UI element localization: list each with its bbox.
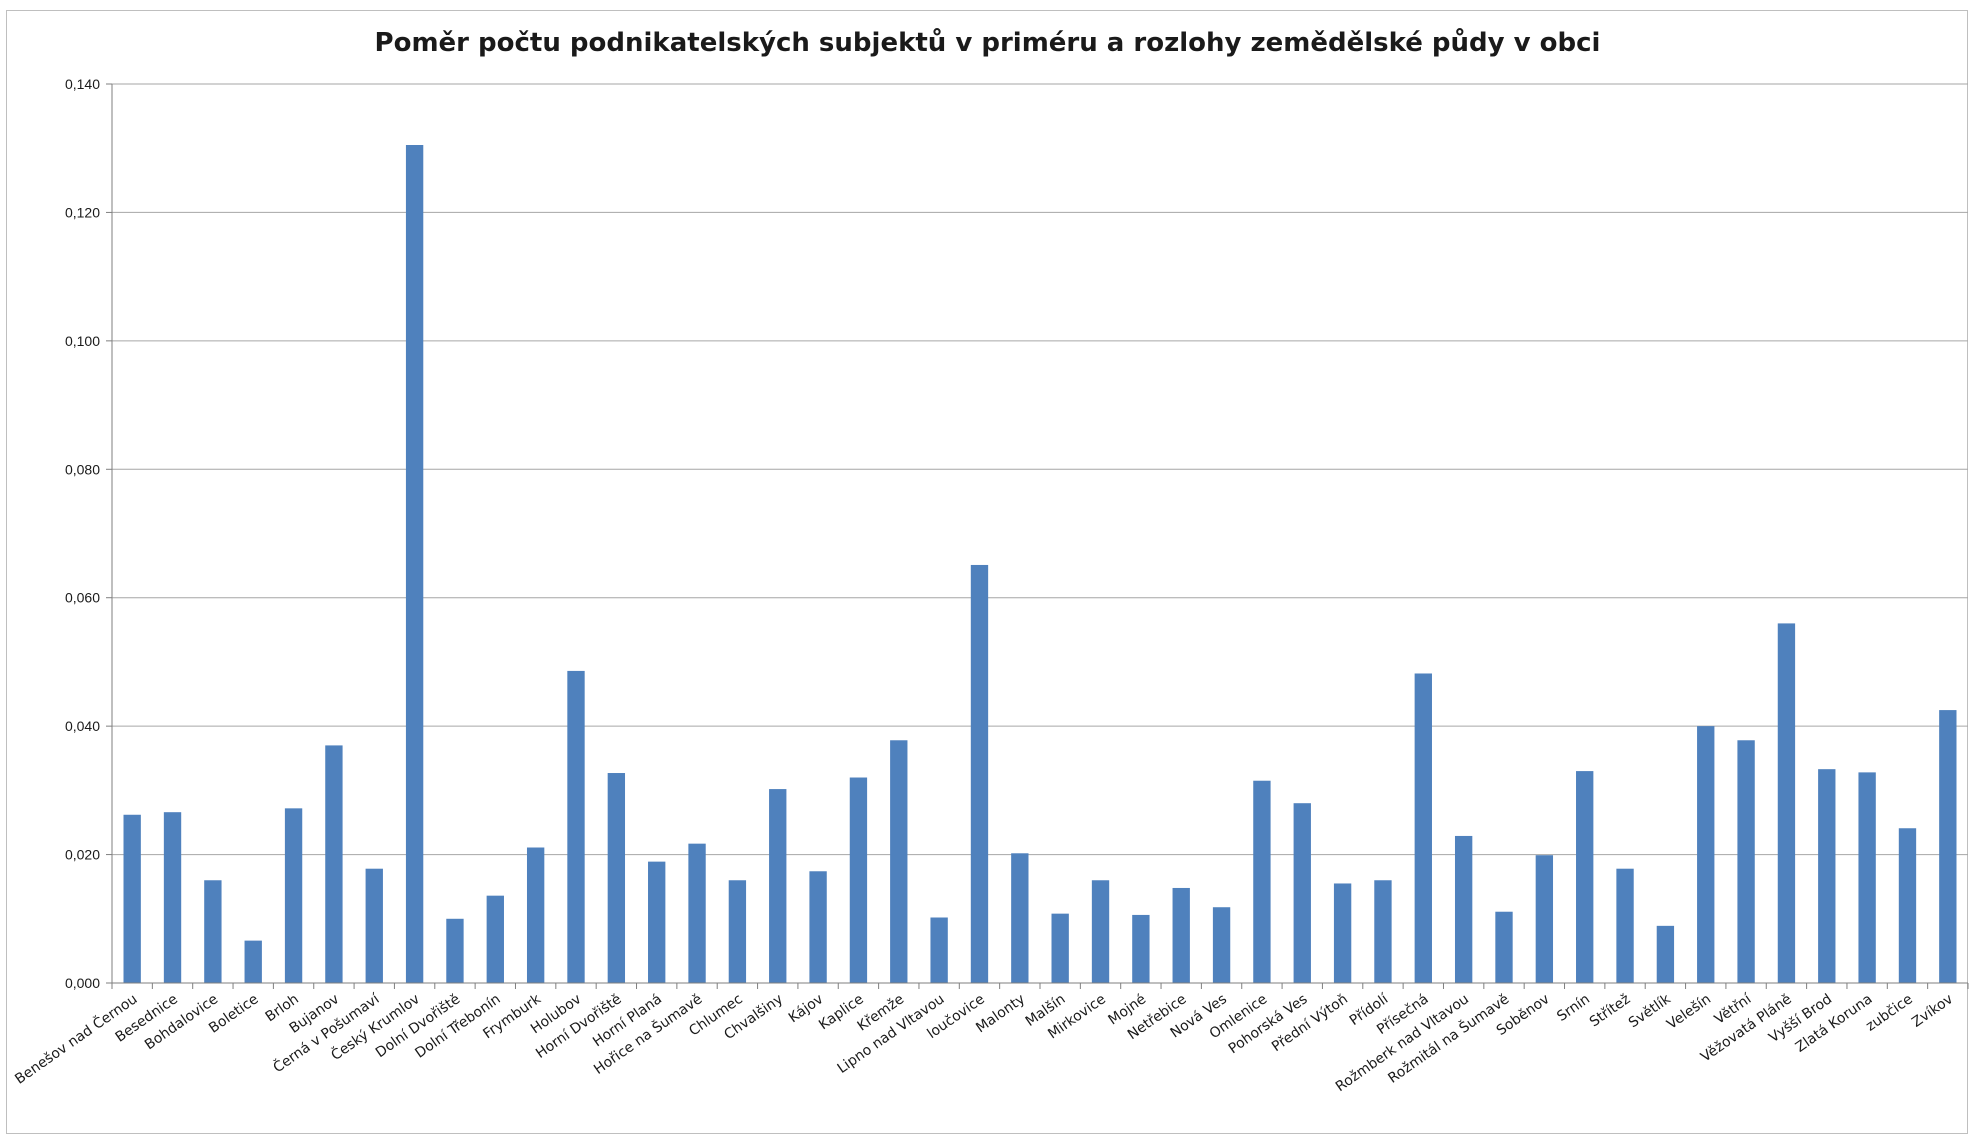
bar <box>1374 880 1392 983</box>
bar <box>1414 673 1432 983</box>
bar <box>284 808 303 983</box>
bar <box>1898 828 1917 983</box>
bar <box>1051 913 1069 983</box>
bar <box>446 918 464 983</box>
bar <box>1495 911 1513 983</box>
y-tick-label: 0,020 <box>65 847 100 863</box>
bar <box>1132 914 1150 983</box>
bar <box>688 843 706 983</box>
bar <box>1091 880 1110 983</box>
bar <box>1818 769 1836 983</box>
bar <box>163 812 182 983</box>
bar <box>1011 853 1029 983</box>
bar <box>567 670 585 983</box>
y-tick-label: 0,120 <box>65 204 100 220</box>
bar <box>809 871 827 983</box>
bar <box>526 847 545 983</box>
bar <box>1777 623 1796 983</box>
x-axis: Benešov nad ČernouBesedniceBohdaloviceBo… <box>11 982 1969 1095</box>
bar <box>648 861 666 983</box>
y-tick-label: 0,000 <box>65 975 100 991</box>
bar <box>405 145 424 984</box>
bar <box>1172 887 1190 983</box>
bar <box>1253 780 1271 983</box>
bar <box>1454 835 1473 983</box>
bar <box>728 880 747 983</box>
bar <box>365 868 383 983</box>
x-tick-label: Střítež <box>1587 991 1633 1030</box>
bar <box>769 789 787 983</box>
bars <box>123 145 1957 984</box>
bar <box>1212 907 1231 983</box>
bar <box>244 940 262 983</box>
y-tick-label: 0,140 <box>65 76 100 92</box>
bar <box>486 895 504 983</box>
bar <box>1697 726 1715 983</box>
x-tick-label: Zvíkov <box>1909 991 1956 1031</box>
bar <box>1656 925 1675 983</box>
bar <box>1616 868 1634 983</box>
bar <box>607 773 626 983</box>
bar <box>1535 855 1554 983</box>
x-tick-label: Velešín <box>1664 991 1714 1033</box>
bar <box>325 745 343 983</box>
bar <box>970 564 989 983</box>
y-tick-label: 0,100 <box>65 333 100 349</box>
bar <box>849 777 868 983</box>
bar <box>123 814 141 983</box>
x-tick-label: Srnín <box>1554 991 1593 1025</box>
chart-frame <box>6 10 1968 1134</box>
y-axis: 0,000 0,020 0,040 0,060 0,080 0,100 0,120 0,140 <box>65 76 113 991</box>
chart-title: Poměr počtu podnikatelských subjektů v p… <box>374 28 1601 58</box>
y-tick-label: 0,040 <box>65 718 100 734</box>
gridlines <box>112 83 1968 856</box>
y-tick-label: 0,060 <box>65 590 100 606</box>
x-tick-label: zubčice <box>1863 991 1916 1035</box>
bar <box>1293 803 1311 983</box>
bar <box>930 917 948 983</box>
bar <box>1333 883 1352 983</box>
bar <box>1858 772 1876 983</box>
y-tick-label: 0,080 <box>65 461 100 477</box>
bar <box>890 740 908 983</box>
bar <box>204 880 222 983</box>
bar <box>1576 771 1594 983</box>
bar <box>1737 740 1755 983</box>
bar <box>1939 710 1957 983</box>
